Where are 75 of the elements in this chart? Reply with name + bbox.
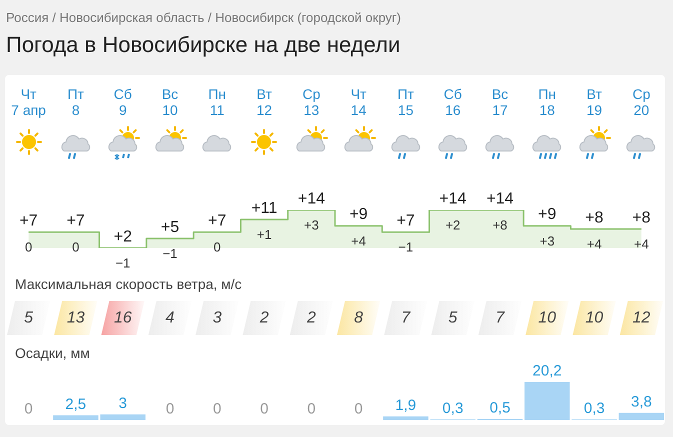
x-tick-label: Ср 13 (301, 86, 322, 118)
x-tick-label: Пт 8 (66, 86, 85, 118)
data-label: 0 (24, 400, 33, 418)
data-label: 0,3 (442, 400, 464, 418)
bar (618, 412, 664, 420)
data-label: +14 (298, 190, 326, 208)
chart-title: Осадки, мм (15, 345, 90, 361)
x-tick-label: Вт 12 (255, 86, 274, 118)
chart-subtitle: Россия / Новосибирская область / Новосибирск (городской округ) (6, 10, 401, 25)
text: 4 (166, 309, 175, 326)
data-label: +7 (66, 212, 85, 230)
text: 5 (24, 309, 34, 326)
annotation: +4 (634, 236, 649, 252)
annotation: 0 (214, 240, 221, 255)
x-tick-label: Сб 16 (442, 86, 463, 118)
data-label: +2 (114, 228, 132, 246)
data-label: +11 (251, 200, 278, 217)
text: 12 (632, 309, 650, 326)
data-label: +7 (208, 212, 226, 230)
text: 3 (212, 309, 222, 326)
annotation: +4 (586, 236, 602, 252)
data-label: 3 (118, 394, 128, 412)
data-label: 0,3 (584, 400, 605, 418)
annotation: 0 (72, 240, 80, 255)
x-tick-label: Ср 20 (631, 86, 652, 118)
data-label: 3,8 (631, 393, 652, 410)
x-tick-label: Чт 14 (350, 86, 368, 118)
data-label: 20,2 (532, 362, 562, 380)
x-tick-label: Вс 10 (160, 86, 180, 118)
text: 5 (448, 309, 458, 326)
data-label: +5 (160, 218, 180, 236)
data-label: 1,9 (395, 397, 416, 414)
data-label: 2,5 (65, 396, 86, 413)
data-label: +8 (585, 209, 604, 226)
data-label: +9 (538, 206, 556, 224)
text: 2 (258, 309, 269, 326)
data-label: +7 (396, 212, 415, 230)
data-label: +14 (439, 190, 467, 208)
text: 16 (114, 309, 132, 326)
x-tick-label: Сб 9 (112, 86, 133, 118)
text: 2 (306, 309, 316, 326)
text: Максимальная скорость ветра, м/с (15, 276, 242, 292)
x-tick-label: Пн 11 (207, 86, 228, 118)
chart-title: Погода в Новосибирске на две недели (6, 32, 400, 58)
data-label: 0 (166, 400, 174, 418)
annotation: +3 (540, 233, 555, 248)
data-label: 0 (212, 400, 222, 418)
x-tick-label: Пн 18 (537, 86, 558, 118)
text: 8 (354, 309, 364, 326)
annotation: +1 (256, 227, 272, 242)
data-label: +9 (349, 206, 368, 224)
annotation: −1 (162, 246, 178, 262)
data-label: 0 (307, 400, 316, 418)
annotation: +8 (492, 218, 508, 233)
data-label: 0 (354, 400, 363, 418)
x-tick-label: Пт 15 (396, 86, 415, 118)
text: 10 (585, 309, 604, 326)
data-label: +14 (486, 190, 514, 208)
data-label: +7 (19, 212, 38, 230)
x-tick-label: Вт 19 (585, 86, 604, 118)
x-tick-label: Вс 17 (490, 86, 510, 118)
text: 10 (538, 309, 556, 326)
text: 7 (496, 309, 506, 326)
annotation: 0 (24, 240, 32, 255)
annotation: +3 (304, 218, 319, 233)
data-label: 0,5 (490, 400, 510, 417)
data-label: 0 (260, 400, 268, 418)
annotation: −1 (398, 240, 414, 255)
text: −1 (115, 256, 130, 271)
text: 13 (66, 309, 85, 326)
data-label: +8 (632, 209, 651, 226)
x-tick-label: Чт 7 апр (10, 86, 47, 118)
annotation: +4 (351, 233, 366, 248)
annotation: +2 (445, 218, 460, 233)
text: 7 (401, 309, 412, 326)
